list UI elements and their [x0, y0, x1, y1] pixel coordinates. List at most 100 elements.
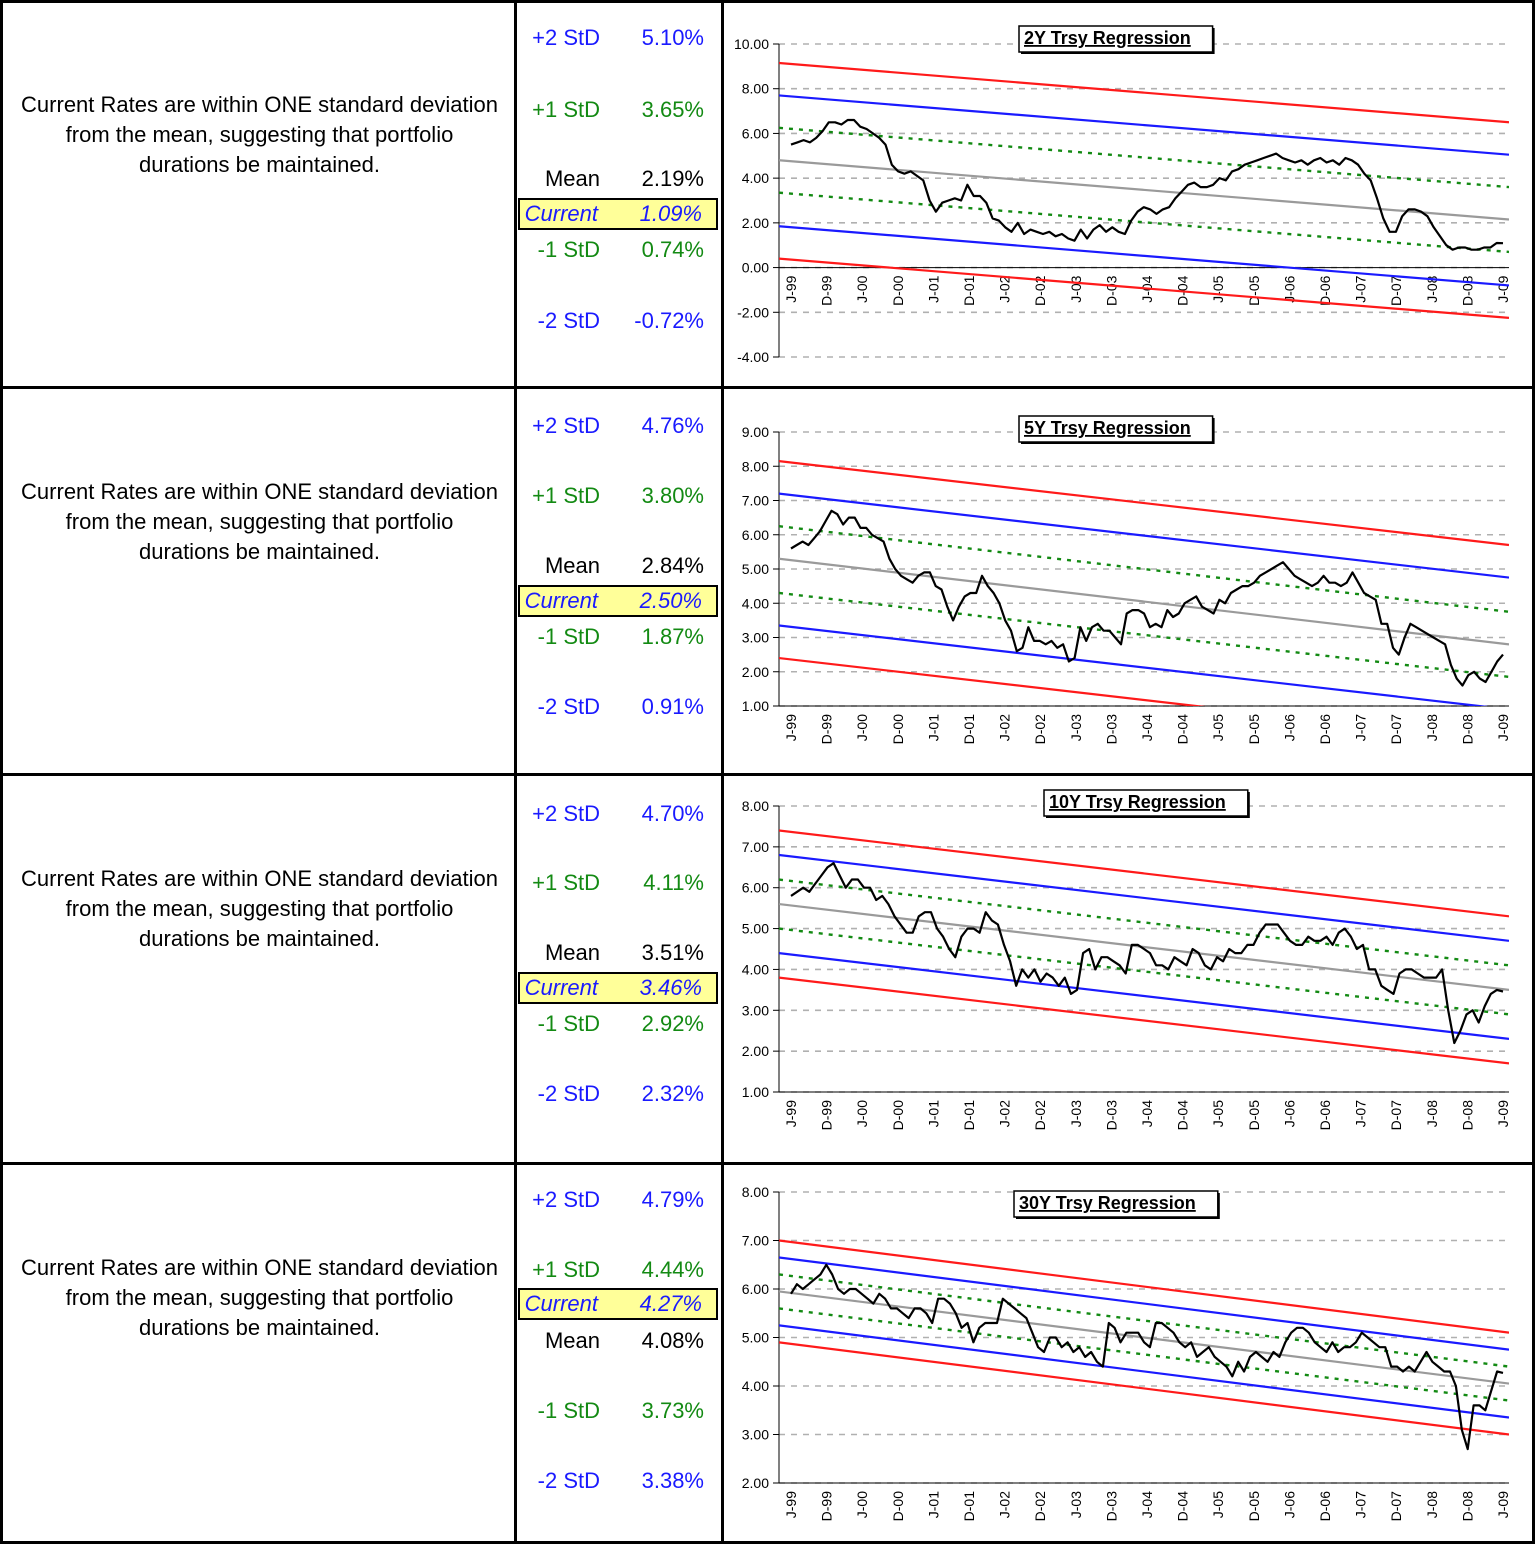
row-divider	[0, 1162, 1535, 1165]
stat-row: -2 StD 0.91%	[518, 692, 718, 722]
stat-row: +1 StD 4.11%	[518, 868, 718, 898]
x-tick-label: D-03	[1103, 275, 1119, 306]
x-tick-label: J-02	[997, 1491, 1013, 1518]
y-tick-label: 3.00	[742, 1427, 769, 1443]
x-tick-label: J-99	[783, 1100, 799, 1127]
x-tick-label: D-07	[1388, 275, 1404, 306]
band-plus3	[779, 829, 1509, 918]
stat-label: +2 StD	[532, 413, 600, 438]
x-tick-label: D-03	[1103, 1100, 1119, 1131]
frame-top	[0, 0, 1535, 3]
y-tick-label: 6.00	[742, 527, 769, 543]
rate-series-line	[790, 509, 1504, 687]
stat-value: 4.11%	[643, 870, 704, 895]
stat-value: 4.27%	[639, 1291, 702, 1316]
y-tick-label: 9.00	[742, 424, 769, 440]
x-tick-label: J-01	[925, 275, 941, 302]
stat-label: Current	[524, 588, 598, 613]
stat-value: 0.74%	[641, 237, 704, 262]
y-tick-label: 7.00	[742, 1233, 769, 1249]
y-tick-label: 2.00	[742, 1043, 769, 1059]
x-tick-label: D-08	[1459, 275, 1475, 306]
x-tick-label: D-00	[890, 1100, 906, 1131]
stat-value: 4.44%	[641, 1257, 704, 1282]
x-tick-label: J-00	[854, 1100, 870, 1127]
rate-series-line	[790, 862, 1504, 1045]
band-minus3	[779, 1341, 1509, 1436]
stat-value: 2.19%	[641, 166, 704, 191]
stat-value: 2.84%	[641, 553, 704, 578]
x-tick-label: J-07	[1353, 1491, 1369, 1518]
x-tick-label: J-08	[1424, 714, 1440, 741]
x-tick-label: D-06	[1317, 1100, 1333, 1131]
y-tick-label: 1.00	[742, 1084, 769, 1100]
stat-value: 1.87%	[641, 624, 704, 649]
regression-chart: 9.00 8.00 7.00 6.00 5.00 4.00 3.00 2.00 1.00 J-99…	[724, 389, 1532, 773]
y-tick-label: 8.00	[742, 798, 769, 814]
x-tick-label: D-01	[961, 275, 977, 306]
x-tick-label: J-02	[997, 714, 1013, 741]
y-tick-label: 6.00	[742, 1281, 769, 1297]
chart-title: 5Y Trsy Regression	[1024, 418, 1191, 438]
frame-left	[0, 0, 3, 1544]
x-tick-label: D-00	[890, 714, 906, 745]
x-tick-label: J-05	[1210, 1491, 1226, 1518]
stat-value: 4.70%	[641, 801, 704, 826]
x-tick-label: D-04	[1175, 714, 1191, 745]
x-tick-label: J-09	[1495, 714, 1511, 741]
stat-label: +1 StD	[532, 870, 600, 895]
stat-label: -2 StD	[537, 308, 600, 333]
x-tick-label: J-00	[854, 275, 870, 302]
x-tick-label: J-08	[1424, 1100, 1440, 1127]
stat-label: Mean	[544, 1328, 600, 1353]
stat-label: +2 StD	[532, 1187, 600, 1212]
stat-row: -2 StD 2.32%	[518, 1079, 718, 1109]
y-tick-label: 7.00	[742, 493, 769, 509]
band-mean	[779, 1290, 1509, 1385]
band-plus3	[779, 61, 1509, 124]
stat-value: 3.80%	[641, 483, 704, 508]
stat-label: Current	[524, 1291, 598, 1316]
x-tick-label: J-01	[925, 1100, 941, 1127]
stat-row: -2 StD -0.72%	[518, 306, 718, 336]
stat-value: 4.08%	[641, 1328, 704, 1353]
stat-row: -2 StD 3.38%	[518, 1466, 718, 1496]
x-tick-label: D-00	[890, 1491, 906, 1522]
y-tick-label: 8.00	[742, 1184, 769, 1200]
stat-label: +1 StD	[532, 1257, 600, 1282]
x-tick-label: D-08	[1459, 1100, 1475, 1131]
stat-row: +1 StD 3.65%	[518, 95, 718, 125]
regression-chart: 8.00 7.00 6.00 5.00 4.00 3.00 2.00 1.00 J-99 D-99…	[724, 776, 1532, 1162]
y-tick-label: 5.00	[742, 561, 769, 577]
chart-title-box	[1018, 415, 1214, 443]
y-tick-label: 4.00	[742, 1378, 769, 1394]
stat-value: 2.92%	[641, 1011, 704, 1036]
stat-label: Mean	[544, 166, 600, 191]
band-plus2	[779, 94, 1509, 156]
x-tick-label: J-08	[1424, 1491, 1440, 1518]
stat-label: -1 StD	[537, 624, 600, 649]
row-divider	[0, 773, 1535, 776]
stat-value: -0.72%	[634, 308, 704, 333]
column-divider	[514, 0, 517, 1544]
current-rate-row: Current 3.46%	[518, 972, 718, 1004]
x-tick-label: D-06	[1317, 714, 1333, 745]
stat-value: 2.32%	[641, 1081, 704, 1106]
x-tick-label: D-04	[1175, 1491, 1191, 1522]
stat-label: +2 StD	[532, 801, 600, 826]
x-tick-label: D-07	[1388, 1491, 1404, 1522]
stat-row: -1 StD 1.87%	[518, 622, 718, 652]
x-tick-label: D-05	[1246, 714, 1262, 745]
x-tick-label: D-05	[1246, 275, 1262, 306]
stat-label: -1 StD	[537, 237, 600, 262]
x-tick-label: J-07	[1353, 275, 1369, 302]
x-tick-label: D-99	[819, 1491, 835, 1522]
stat-row: +2 StD 4.76%	[518, 411, 718, 441]
y-tick-label: 10.00	[734, 36, 769, 52]
stat-label: +2 StD	[532, 25, 600, 50]
stat-value: 5.10%	[641, 25, 704, 50]
chart-title-box	[1018, 25, 1214, 53]
x-tick-label: D-01	[961, 1491, 977, 1522]
band-plus3	[779, 1239, 1509, 1334]
x-tick-label: D-99	[819, 275, 835, 306]
